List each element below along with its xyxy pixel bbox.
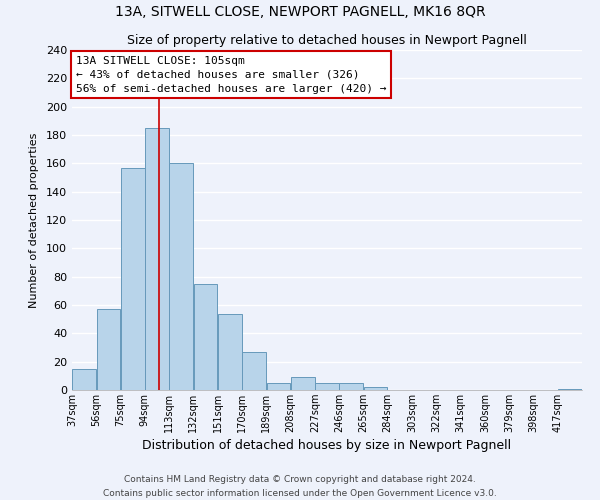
Bar <box>145 128 169 390</box>
Bar <box>194 284 217 390</box>
Bar <box>266 383 290 390</box>
Bar <box>315 383 339 390</box>
Y-axis label: Number of detached properties: Number of detached properties <box>29 132 39 308</box>
Bar <box>169 164 193 390</box>
Bar <box>364 387 388 390</box>
Bar <box>121 168 145 390</box>
Bar <box>72 369 96 390</box>
Bar <box>340 383 363 390</box>
Text: 13A, SITWELL CLOSE, NEWPORT PAGNELL, MK16 8QR: 13A, SITWELL CLOSE, NEWPORT PAGNELL, MK1… <box>115 5 485 19</box>
Title: Size of property relative to detached houses in Newport Pagnell: Size of property relative to detached ho… <box>127 34 527 48</box>
Bar <box>97 309 121 390</box>
Bar <box>291 378 314 390</box>
Text: 13A SITWELL CLOSE: 105sqm
← 43% of detached houses are smaller (326)
56% of semi: 13A SITWELL CLOSE: 105sqm ← 43% of detac… <box>76 56 386 94</box>
Bar <box>218 314 242 390</box>
Bar <box>558 388 582 390</box>
Bar <box>242 352 266 390</box>
X-axis label: Distribution of detached houses by size in Newport Pagnell: Distribution of detached houses by size … <box>142 439 512 452</box>
Text: Contains HM Land Registry data © Crown copyright and database right 2024.
Contai: Contains HM Land Registry data © Crown c… <box>103 476 497 498</box>
